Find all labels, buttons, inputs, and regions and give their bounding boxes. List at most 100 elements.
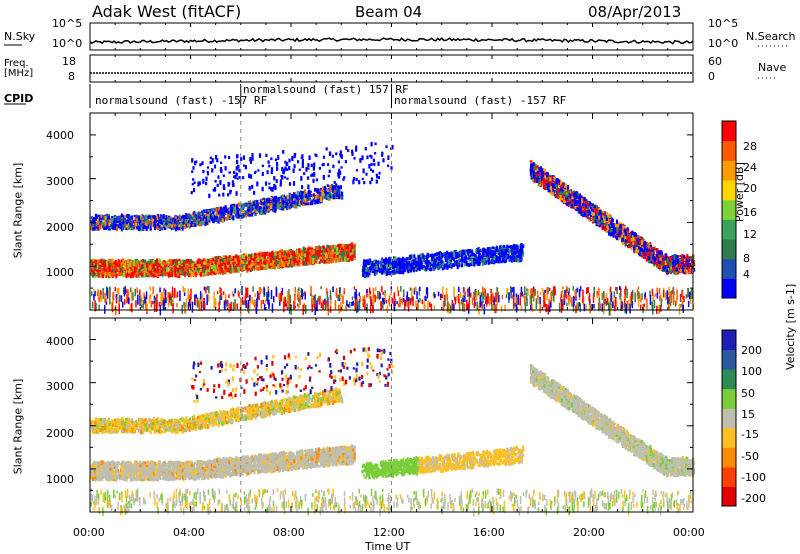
power-upper-band [215, 212, 218, 217]
power-clutter [262, 299, 264, 304]
power-clutter [245, 287, 247, 296]
power-clutter [111, 301, 114, 313]
power-main-band [316, 246, 319, 251]
power-clutter [366, 289, 368, 294]
power-clutter [520, 286, 523, 296]
power-clutter [545, 303, 547, 313]
power-clutter [245, 300, 247, 309]
power-clutter [497, 292, 499, 297]
power-clutter [630, 298, 633, 307]
power-clutter [287, 302, 289, 307]
freq-tick-high: 18 [62, 55, 76, 68]
power-clutter [473, 291, 475, 301]
cpid-segment-1: normalsound (fast) -157 RF [95, 94, 268, 107]
power-upper-band [314, 196, 317, 200]
power-main-band [204, 265, 207, 269]
power-main-band [286, 261, 289, 264]
power-upper-band [273, 203, 276, 209]
power-main-band [321, 259, 324, 263]
power-main-band [177, 273, 180, 277]
power-clutter [329, 305, 332, 313]
power-main-band [352, 245, 355, 250]
power-main-band [124, 266, 127, 271]
power-clutter [440, 293, 442, 298]
power-clutter [576, 302, 578, 312]
power-clutter [481, 301, 483, 309]
power-main-band [169, 261, 172, 265]
power-clutter [418, 287, 421, 296]
power-clutter [667, 296, 669, 305]
power-clutter [624, 288, 626, 295]
nsky-tick-high: 10^5 [52, 17, 83, 30]
power-clutter [669, 292, 672, 299]
power-main-band [171, 269, 174, 273]
power-upper-band [151, 218, 154, 222]
power-clutter [535, 298, 538, 309]
power-clutter [409, 287, 412, 291]
power-clutter [644, 292, 646, 298]
power-clutter [445, 287, 448, 299]
power-main-band [199, 272, 202, 276]
power-upper-band [237, 202, 240, 207]
power-clutter [191, 301, 194, 313]
power-main-band [227, 263, 230, 267]
power-clutter [629, 303, 631, 314]
power-clutter [553, 286, 555, 296]
power-clutter [140, 304, 143, 309]
power-main-band [332, 245, 335, 248]
power-clutter [588, 293, 591, 303]
power-clutter [626, 288, 628, 299]
nsky-line [89, 37, 694, 45]
power-clutter [195, 299, 197, 307]
power-clutter [460, 299, 463, 305]
power-main-band [308, 251, 311, 257]
power-main-band [321, 247, 324, 253]
power-main-band [302, 246, 305, 252]
power-main-band [271, 252, 274, 257]
power-main-band [205, 270, 208, 275]
power-clutter [138, 290, 141, 295]
power-main-band [228, 255, 231, 259]
power-main-band [251, 261, 254, 266]
power-clutter [266, 292, 268, 302]
power-clutter [298, 303, 300, 308]
power-clutter [513, 298, 515, 309]
power-upper-band [142, 216, 145, 219]
power-clutter [245, 288, 248, 299]
power-upper-band [248, 211, 251, 214]
power-clutter [623, 295, 626, 299]
power-clutter [541, 288, 544, 292]
power-main-band [199, 260, 202, 265]
power-clutter [124, 299, 126, 305]
power-clutter [102, 288, 104, 300]
power-clutter [562, 286, 564, 290]
power-clutter [430, 303, 433, 311]
power-clutter [273, 296, 275, 303]
power-clutter [238, 292, 241, 299]
power-clutter [638, 291, 640, 299]
power-main-band [208, 263, 211, 268]
power-main-band [185, 258, 189, 264]
power-upper-band [104, 216, 107, 220]
power-clutter [150, 300, 153, 308]
power-clutter [572, 286, 575, 291]
power-clutter [144, 296, 146, 304]
power-clutter [596, 295, 598, 299]
power-clutter [115, 293, 118, 299]
xtick-4: 16:00 [473, 526, 505, 539]
power-clutter [347, 304, 349, 308]
power-main-band [91, 262, 94, 266]
power-upper-band [210, 208, 213, 212]
power-main-band [122, 272, 125, 277]
power-main-band [221, 260, 224, 263]
power-clutter [91, 291, 93, 297]
power-main-band [145, 273, 148, 277]
power-main-band [191, 263, 194, 267]
power-clutter [615, 296, 617, 307]
power-clutter [524, 301, 527, 313]
power-clutter [510, 290, 512, 299]
power-main-band [275, 258, 278, 261]
power-main-band [138, 275, 141, 278]
cpid-label: CPID [4, 92, 34, 105]
power-ytick-2000: 2000 [46, 221, 74, 234]
